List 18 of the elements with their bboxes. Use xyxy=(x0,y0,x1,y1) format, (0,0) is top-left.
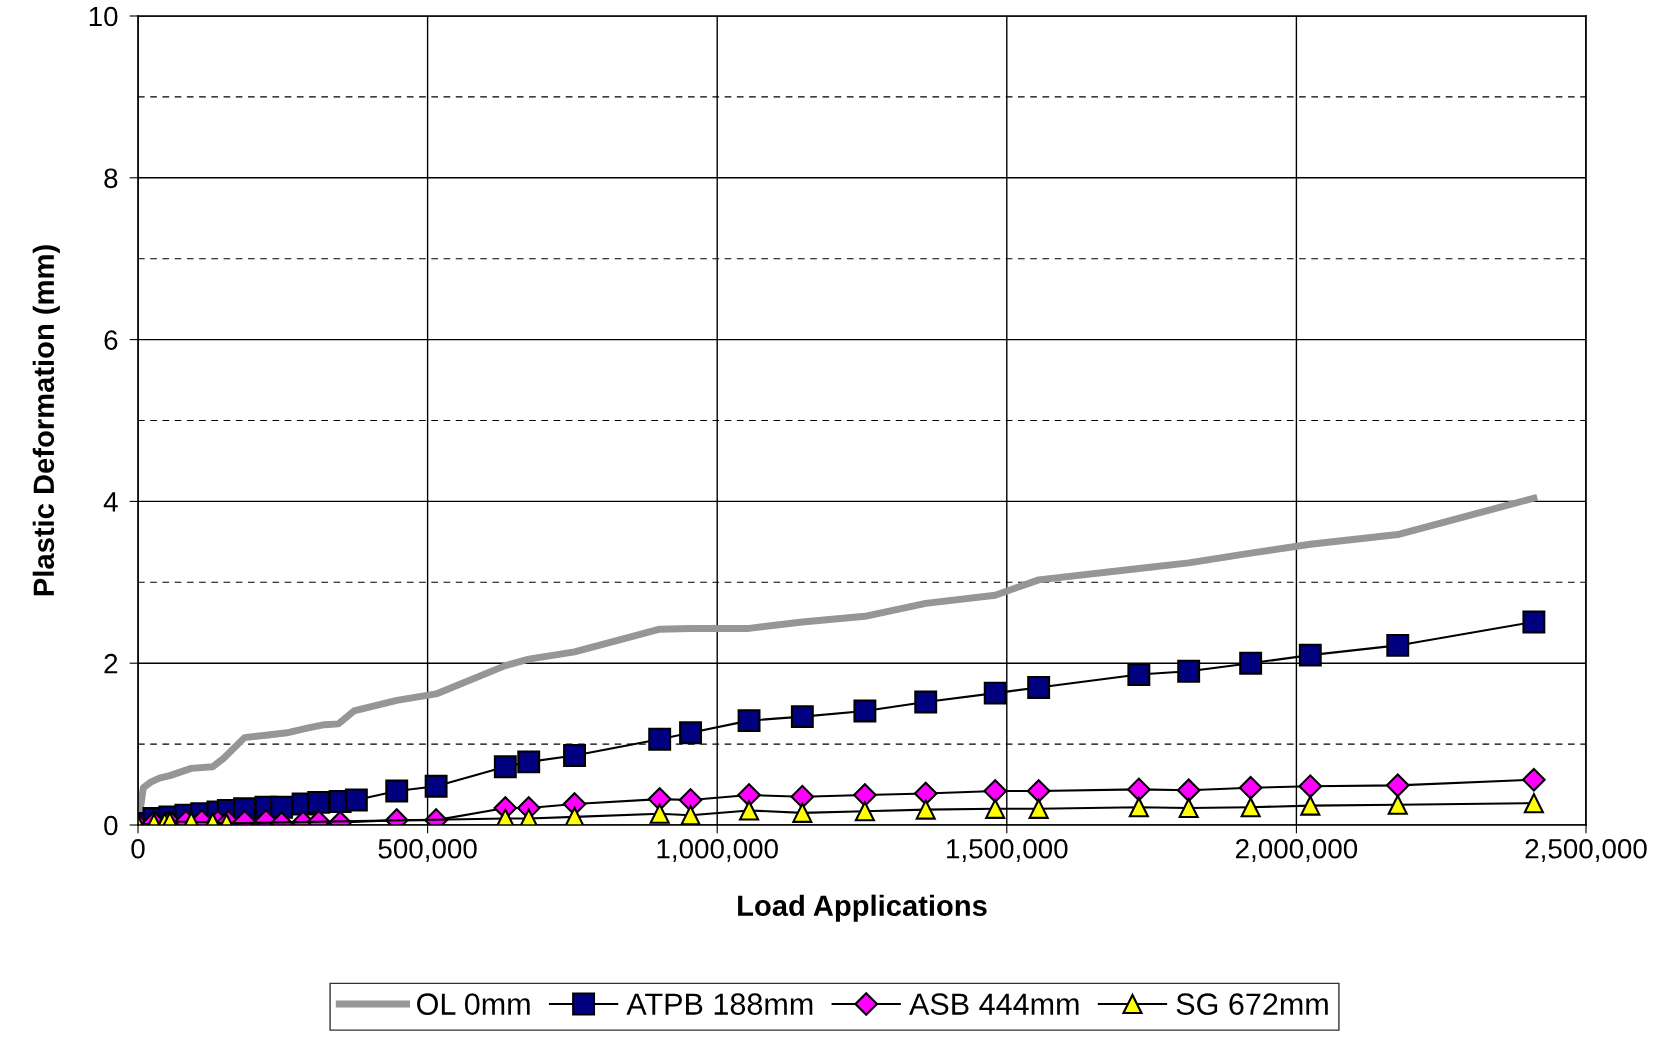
legend-label: ASB 444mm xyxy=(909,993,1079,1015)
x-tick-label: 0 xyxy=(131,838,145,859)
y-tick-label: 2 xyxy=(104,653,118,674)
legend-label: SG 672mm xyxy=(1176,993,1328,1015)
x-axis-title: Load Applications xyxy=(738,894,987,922)
x-tick-label: 1,000,000 xyxy=(657,838,778,862)
legend-label: ATPB 188mm xyxy=(626,993,813,1015)
y-tick-label: 8 xyxy=(104,168,118,189)
x-tick-label: 2,500,000 xyxy=(1525,838,1647,862)
x-tick-label: 1,500,000 xyxy=(947,838,1068,862)
y-tick-label: 6 xyxy=(104,330,118,350)
x-tick-label: 500,000 xyxy=(378,838,477,862)
y-tick-label: 0 xyxy=(104,815,118,836)
x-tick-label: 2,000,000 xyxy=(1236,838,1358,862)
y-axis-title: Plastic Deformation (mm) xyxy=(32,245,60,596)
legend-label: OL 0mm xyxy=(417,993,530,1015)
y-tick-label: 4 xyxy=(103,492,118,512)
y-tick-label: 10 xyxy=(89,6,118,27)
